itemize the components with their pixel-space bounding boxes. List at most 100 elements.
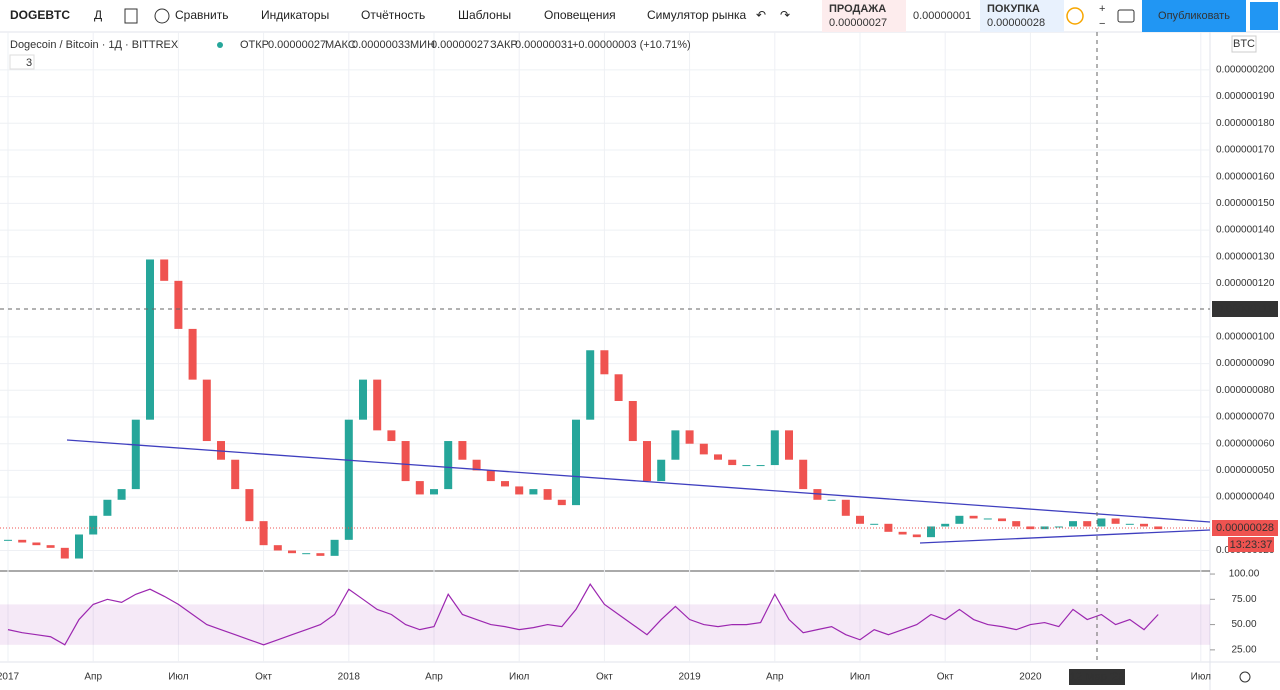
candle [188,328,197,380]
y-tick-label: 0.000000060 [1216,438,1275,449]
indicators-button[interactable]: Индикаторы [261,8,329,22]
x-tick-label: 2017 [0,672,20,683]
candle [401,441,410,482]
settings-icon[interactable] [1239,671,1251,683]
candle [685,430,694,444]
x-tick-label: Окт [596,672,613,683]
undo[interactable]: ↶ [756,8,766,22]
crosshair-price-box [1212,301,1278,317]
x-tick-label: Окт [937,672,954,683]
candle [600,350,609,375]
candle [941,523,950,527]
open: 0.00000027 [268,39,326,51]
candle [117,489,126,500]
templates-button[interactable]: Шаблоны [458,8,511,22]
candle [259,521,268,546]
candle [316,553,325,556]
publish-menu[interactable] [1250,2,1278,30]
high-label: МАКС [325,39,356,51]
publish-button[interactable] [1142,0,1246,32]
crosshair-date: 12 Мар '20 [1070,671,1124,683]
last-price: 0.00000028 [1216,522,1274,534]
zoom-out[interactable]: − [1099,18,1105,30]
redo[interactable]: ↷ [780,8,790,22]
candle [586,350,595,420]
snapshot-icon[interactable] [1117,9,1135,23]
currency-box [1231,35,1257,53]
sell-box[interactable] [822,0,906,32]
buy-box[interactable] [980,0,1064,32]
candle [273,545,282,551]
y-tick-label: 0.000000190 [1216,91,1275,102]
crosshair-date-box [1069,669,1125,685]
candle [202,379,211,442]
replay-button[interactable]: Симулятор рынка [647,8,746,22]
buy-label: ПОКУПКА [987,3,1040,15]
buy-price: 0.00000028 [987,17,1045,29]
candle [359,379,367,420]
candle [543,489,552,500]
candle [387,430,396,442]
candle [231,459,240,490]
indicator-toggle[interactable] [9,54,35,70]
y-tick-label: 0.000000100 [1216,332,1275,343]
candle [146,259,154,420]
x-tick-label: 2018 [338,672,361,683]
y-tick-label: 0.000000070 [1216,412,1275,423]
candle [1054,526,1063,528]
candle [458,441,467,460]
candle [799,459,808,490]
candle [785,430,793,460]
candle [671,430,680,460]
y-tick-label: 0.000000040 [1216,492,1275,503]
financials-button[interactable]: Отчётность [361,8,425,22]
x-tick-label: Окт [255,672,272,683]
compare-button[interactable]: Сравнить [175,8,228,22]
interval[interactable]: Д [94,8,102,22]
candle [699,443,708,455]
countdown-box [1228,537,1274,552]
publish-label: Опубликовать [1158,10,1230,22]
candle [557,499,566,506]
x-tick-label: 2020 [1019,672,1042,683]
y-tick-label: 0.000000120 [1216,278,1275,289]
symbol[interactable]: DOGEBTC [10,8,70,22]
candle [756,465,765,467]
candle [1069,521,1077,527]
candle [89,515,98,535]
rsi-tick-label: 100.00 [1229,569,1260,580]
series [4,259,1163,646]
currency: BTC [1233,38,1255,50]
grid: 0.0000000200.0000000400.0000000500.00000… [0,32,1275,683]
candle [302,553,311,555]
candle [628,400,637,442]
candle [131,419,140,490]
y-tick-label: 0.000000180 [1216,118,1275,129]
trend-line [66,439,1211,523]
zoom-in[interactable]: + [1099,3,1105,15]
y-tick-label: 0.000000090 [1216,358,1275,369]
candle [856,515,864,524]
rsi-band [0,604,1210,645]
y-tick-label: 0.000000140 [1216,225,1275,236]
compare-icon [154,8,170,24]
y-tick-label: 0.000000170 [1216,145,1275,156]
candle [1111,518,1120,524]
rsi-tick-label: 25.00 [1231,645,1256,656]
chart-type-icon[interactable] [124,8,138,24]
candle [288,550,296,554]
candle [1026,526,1035,530]
change: +0.00000003 (+10.71%) [572,39,691,51]
candle [245,489,254,522]
candle [373,379,382,431]
candle [728,459,737,466]
candle [714,454,722,460]
crosshair-price: 0.00000111 [1217,303,1273,315]
x-tick-label: Июл [850,672,870,683]
alerts-button[interactable]: Оповещения [544,8,616,22]
candle [444,441,453,490]
candle [103,499,112,516]
candle [18,539,27,543]
info-icon[interactable] [1066,7,1084,25]
ohlc: ОТКР 0.00000027 МАКС 0.00000033 МИН 0.00… [240,39,691,51]
